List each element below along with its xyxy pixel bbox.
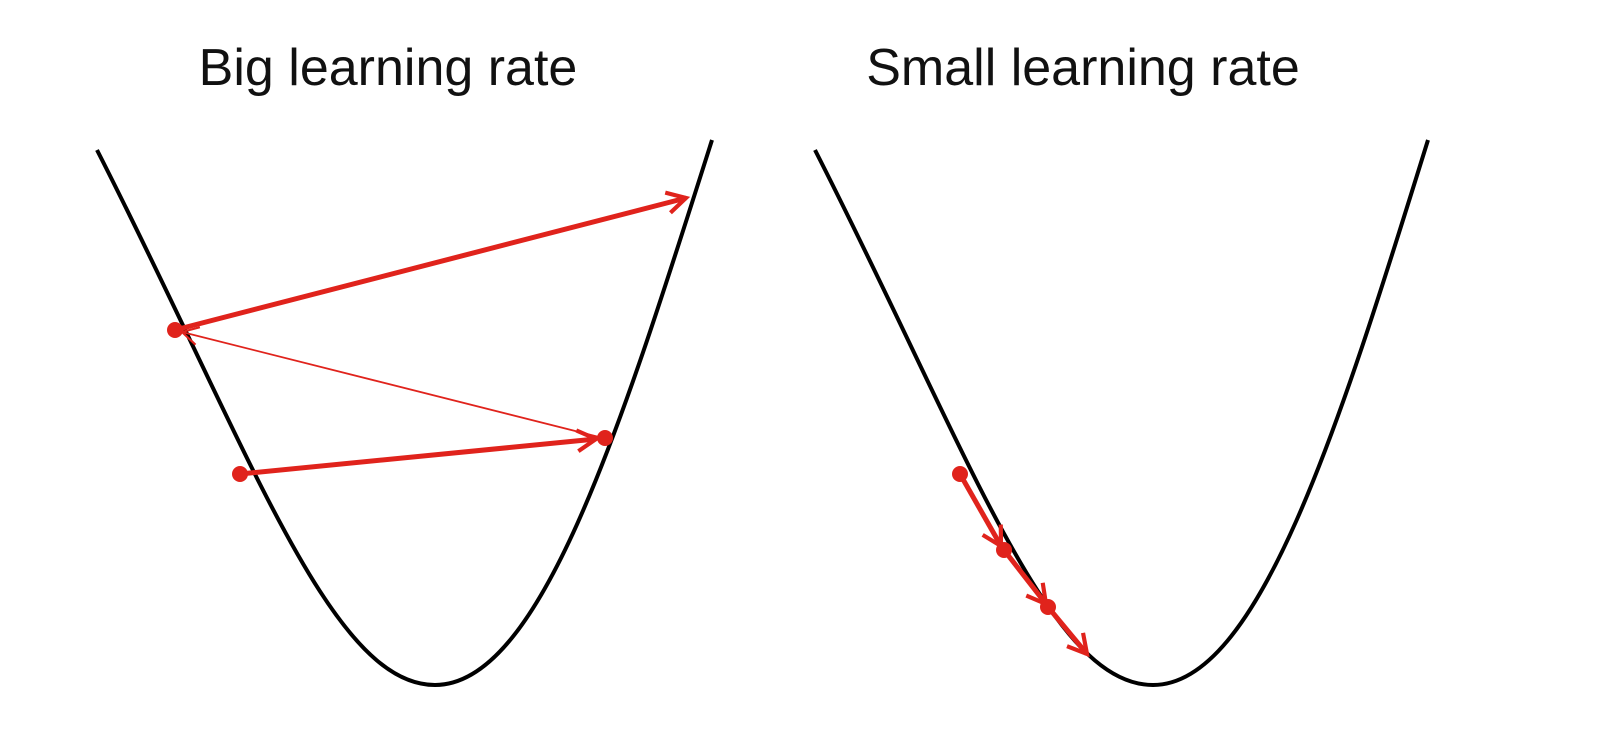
small-learning-rate-title: Small learning rate [866,39,1300,97]
step-arrow-2 [179,326,604,439]
step-arrow-1 [957,472,1004,546]
step-point [1040,599,1056,615]
step-point [996,542,1012,558]
small-lr-panel [813,139,1430,688]
step-point [597,430,613,446]
step-point [232,466,248,482]
big-learning-rate-title: Big learning rate [198,39,578,97]
step-arrow-2 [1002,548,1046,604]
step-point [952,466,968,482]
step-arrow-3 [1046,605,1087,654]
step-arrow-3 [174,198,686,333]
step-arrow-1 [239,439,596,477]
loss-curve-right [813,139,1430,688]
step-point [167,322,183,338]
loss-curve-left [95,139,714,688]
big-lr-panel [95,139,714,688]
